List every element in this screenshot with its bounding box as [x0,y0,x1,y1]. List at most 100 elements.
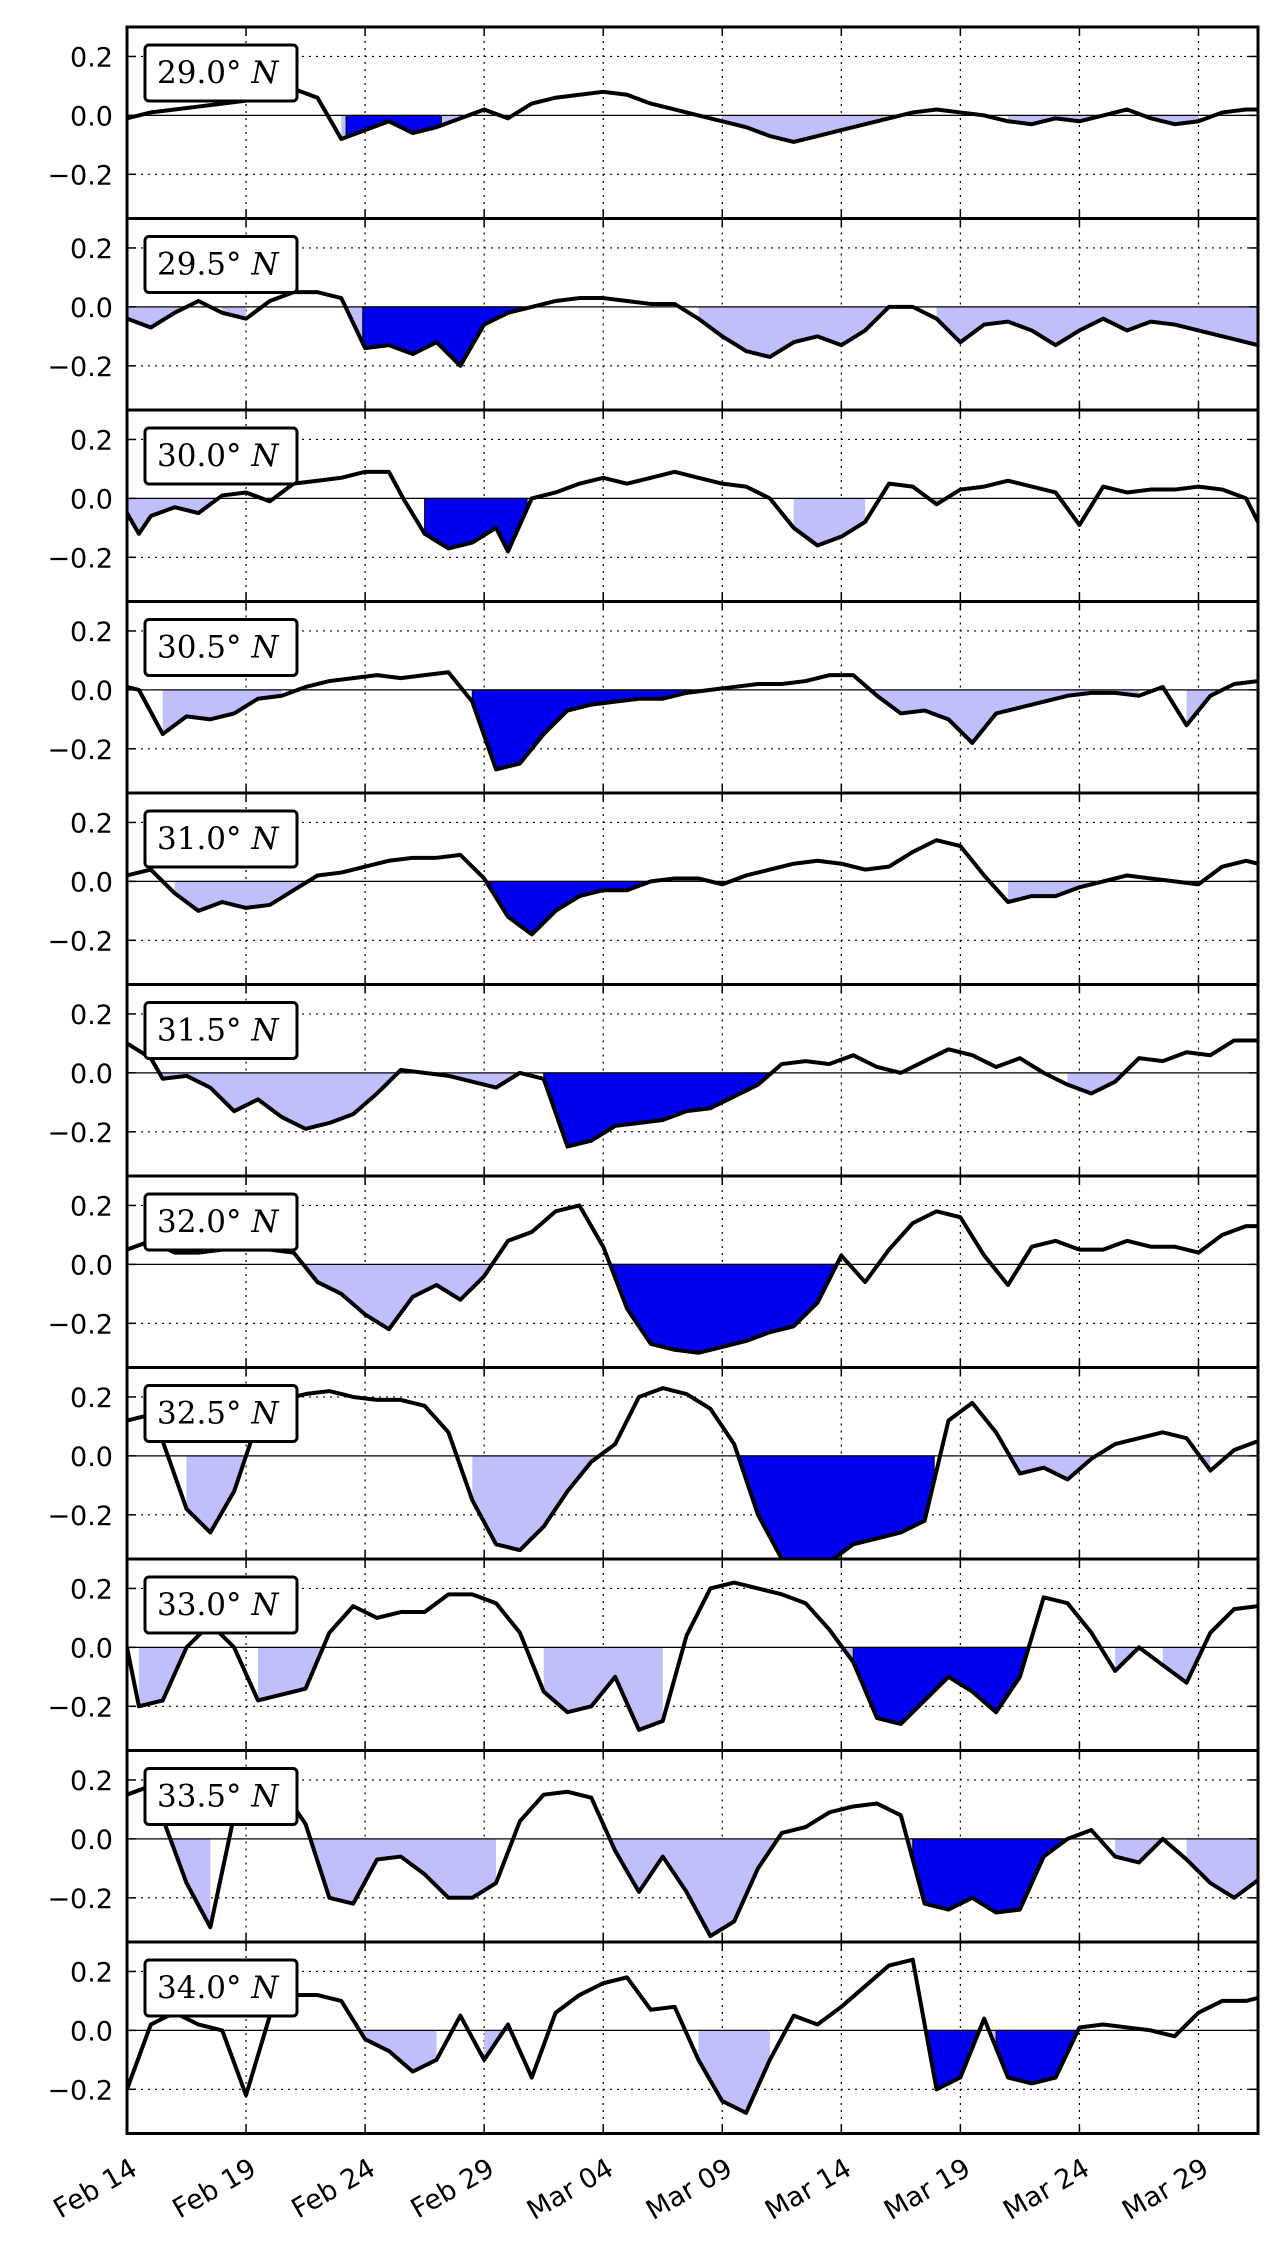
latitude-label-box [143,235,299,294]
series-line [127,1038,1258,1149]
latitude-value: 31.5° [157,1013,251,1049]
negative-area-fill [310,1838,497,1904]
latitude-label: 34.0° N [157,1970,280,2006]
y-tick-label: −0.2 [47,1309,113,1340]
latitude-hemisphere: N [250,247,280,283]
series-line [127,1203,1258,1355]
y-tick-label: 0.2 [70,1191,113,1222]
negative-area-fill [1009,1455,1097,1480]
y-tick-label: 0.2 [70,1766,113,1797]
y-tick-label: 0.2 [70,808,113,839]
latitude-value: 29.0° [157,55,251,91]
y-tick-label: 0.2 [70,1000,113,1031]
latitude-value: 29.5° [157,247,251,283]
latitude-hemisphere: N [250,1779,280,1815]
latitude-label-box [143,426,299,486]
latitude-hemisphere: N [250,630,280,666]
panel-5: 0.2 0.0 −0.2 31.5° N [47,983,1260,1178]
panel-plot-area [127,1559,1258,1751]
latitude-value: 32.0° [157,1204,251,1240]
panel-10: 0.2 0.0 −0.2 34.0° N [47,1940,1260,2135]
latitude-value: 30.0° [157,438,251,474]
negative-area-fill [127,498,219,534]
latitude-label: 30.5° N [157,630,280,666]
series-line [127,1386,1258,1559]
latitude-value: 33.0° [157,1587,251,1623]
negative-area-fill [936,306,1258,346]
y-tick-label: 0.2 [70,42,113,73]
panel-1: 0.2 0.0 −0.2 29.5° N [47,217,1260,412]
latitude-label-box [143,1384,299,1443]
panel-7: 0.2 0.0 −0.2 32.5° N [47,1366,1260,1561]
y-tick-label: −0.2 [47,735,113,766]
latitude-label: 29.5° N [157,247,280,283]
y-tick-label: 0.2 [70,1383,113,1414]
y-tick-label: −0.2 [47,352,113,383]
latitude-value: 32.5° [157,1396,251,1432]
panel-0: 0.2 0.0 −0.2 29.0° N [47,25,1260,220]
latitude-label: 33.0° N [157,1587,280,1623]
latitude-value: 34.0° [157,1970,251,2006]
latitude-hemisphere: N [250,821,280,857]
negative-area-fill [186,1455,247,1533]
latitude-label-box [143,1767,299,1826]
panel-frame [125,1940,1260,2135]
y-tick-label: 0.0 [70,1059,113,1090]
y-tick-label: 0.2 [70,234,113,265]
y-tick-label: 0.0 [70,867,113,898]
y-tick-label: 0.2 [70,1957,113,1988]
latitude-label: 33.5° N [157,1779,280,1815]
latitude-hemisphere: N [250,1587,280,1623]
negative-area-fill [1007,115,1104,125]
latitude-value: 30.5° [157,630,251,666]
negative-area-fill [303,1264,493,1330]
latitude-hemisphere: N [250,438,280,474]
panel-plot-area [127,984,1258,1176]
series-line [127,838,1258,937]
y-tick-label: 0.0 [70,293,113,324]
latitude-label: 31.0° N [157,821,280,857]
latitude-label-box [143,1001,299,1060]
latitude-label-box [143,809,299,869]
negative-area-fill [257,1647,324,1701]
panel-plot-area [127,1176,1258,1368]
panels-group: 0.2 0.0 −0.2 29.0° N 0.2 0.0 −0.2 29.5° N 0.2 0.0… [47,25,1260,2135]
y-tick-label: −0.2 [47,926,113,957]
y-tick-label: −0.2 [47,160,113,191]
y-tick-label: 0.0 [70,1250,113,1281]
y-tick-label: −0.2 [47,2075,113,2106]
panel-9: 0.2 0.0 −0.2 33.5° N [47,1749,1260,1944]
latitude-hemisphere: N [250,55,280,91]
series-line [127,86,1258,144]
latitude-label: 30.0° N [157,438,280,474]
series-line [127,1580,1258,1732]
negative-area-fill [138,1647,187,1707]
panel-6: 0.2 0.0 −0.2 32.0° N [47,1174,1260,1369]
series-line [127,670,1258,772]
y-tick-label: 0.0 [70,1825,113,1856]
latitude-label: 31.5° N [157,1013,280,1049]
y-tick-label: 0.0 [70,2016,113,2047]
latitude-label-box [143,1192,299,1252]
negative-area-fill [448,1072,520,1088]
latitude-label-box [143,618,299,677]
y-tick-label: −0.2 [47,543,113,574]
panel-plot-area [127,1367,1258,1559]
y-tick-label: 0.0 [70,676,113,707]
latitude-hemisphere: N [250,1970,280,2006]
y-tick-label: −0.2 [47,1884,113,1915]
y-tick-label: 0.0 [70,1442,113,1473]
y-tick-label: 0.2 [70,617,113,648]
panel-plot-area [127,218,1258,410]
y-tick-label: 0.0 [70,101,113,132]
negative-area-fill [722,115,901,142]
y-tick-label: 0.0 [70,484,113,515]
y-tick-label: −0.2 [47,1118,113,1149]
latitude-value: 31.0° [157,821,251,857]
latitude-label-box [143,1575,299,1635]
series-line [127,469,1258,554]
negative-area-fill [174,881,308,911]
negative-area-fill [793,498,866,546]
